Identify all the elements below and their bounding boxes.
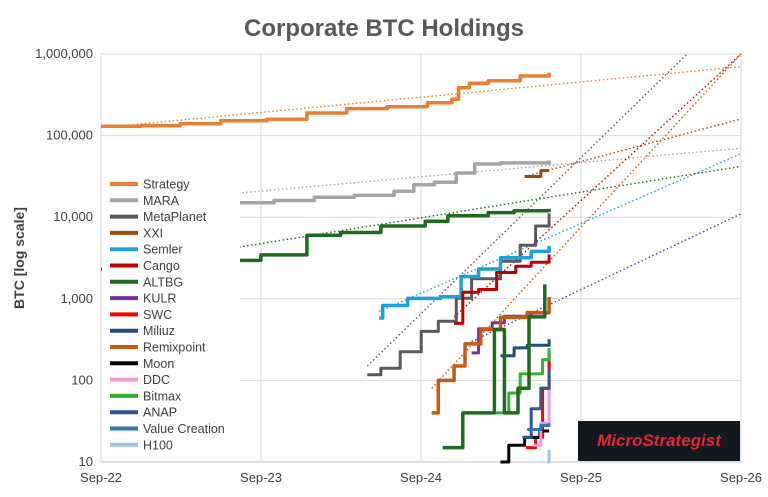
- series-line: [101, 72, 551, 129]
- legend-label: MetaPlanet: [143, 210, 207, 224]
- y-axis-label: BTC [log scale]: [11, 207, 27, 309]
- x-axis-ticks: Sep-22 Sep-23 Sep-24 Sep-25 Sep-26: [80, 470, 762, 485]
- series-line: [379, 245, 551, 320]
- y-tick-label: 100,000: [46, 128, 93, 143]
- legend-label: Semler: [143, 243, 183, 257]
- series-line: [367, 213, 551, 377]
- watermark-logo: MicroStrategist: [578, 421, 740, 461]
- legend-label: Strategy: [143, 178, 190, 192]
- y-tick-label: 1,000: [60, 291, 93, 306]
- y-tick-label: 1,000,000: [35, 46, 93, 61]
- legend-label: DDC: [143, 373, 170, 387]
- series-line: [101, 208, 551, 272]
- x-tick-label: Sep-22: [80, 470, 122, 485]
- series-line: [500, 339, 551, 358]
- y-tick-label: 10: [79, 454, 93, 469]
- legend-label: Value Creation: [143, 422, 225, 436]
- legend-label: Cango: [143, 259, 180, 273]
- legend-label: H100: [143, 438, 173, 452]
- trendline: [100, 65, 742, 129]
- legend-label: ALTBG: [143, 275, 183, 289]
- y-tick-label: 10,000: [53, 209, 93, 224]
- legend-label: ANAP: [143, 406, 177, 420]
- series-line: [527, 423, 551, 431]
- legend-label: KULR: [143, 292, 176, 306]
- trendline: [471, 213, 742, 343]
- x-tick-label: Sep-24: [400, 470, 442, 485]
- trendline: [154, 147, 742, 202]
- trendline: [366, 53, 688, 367]
- series-lines: [101, 72, 551, 464]
- legend-label: Remixpoint: [143, 341, 206, 355]
- legend-label: Bitmax: [143, 389, 182, 403]
- series-line: [546, 450, 551, 464]
- series-line: [524, 169, 550, 178]
- legend-label: XXI: [143, 226, 163, 240]
- legend-label: SWC: [143, 308, 172, 322]
- series-line: [494, 347, 551, 415]
- watermark-text: MicroStrategist: [597, 431, 722, 450]
- legend: Strategy MARA MetaPlanet XXI Semler Cango ALTB…: [110, 178, 225, 452]
- chart-title: Corporate BTC Holdings: [244, 15, 524, 42]
- series-line: [154, 160, 551, 209]
- x-tick-label: Sep-23: [240, 470, 282, 485]
- series-line: [533, 380, 551, 447]
- trendline: [524, 118, 742, 178]
- trendline: [378, 153, 742, 313]
- legend-label: Moon: [143, 357, 174, 371]
- series-line: [454, 254, 551, 325]
- series-line: [522, 369, 551, 439]
- y-tick-label: 100: [71, 372, 93, 387]
- series-line: [431, 297, 551, 415]
- x-tick-label: Sep-25: [560, 470, 602, 485]
- legend-label: Miliuz: [143, 324, 175, 338]
- series-line: [442, 284, 547, 450]
- legend-label: MARA: [143, 194, 180, 208]
- x-tick-label: Sep-26: [720, 470, 762, 485]
- y-axis-ticks: 10 100 1,000 10,000 100,000 1,000,000: [35, 46, 93, 469]
